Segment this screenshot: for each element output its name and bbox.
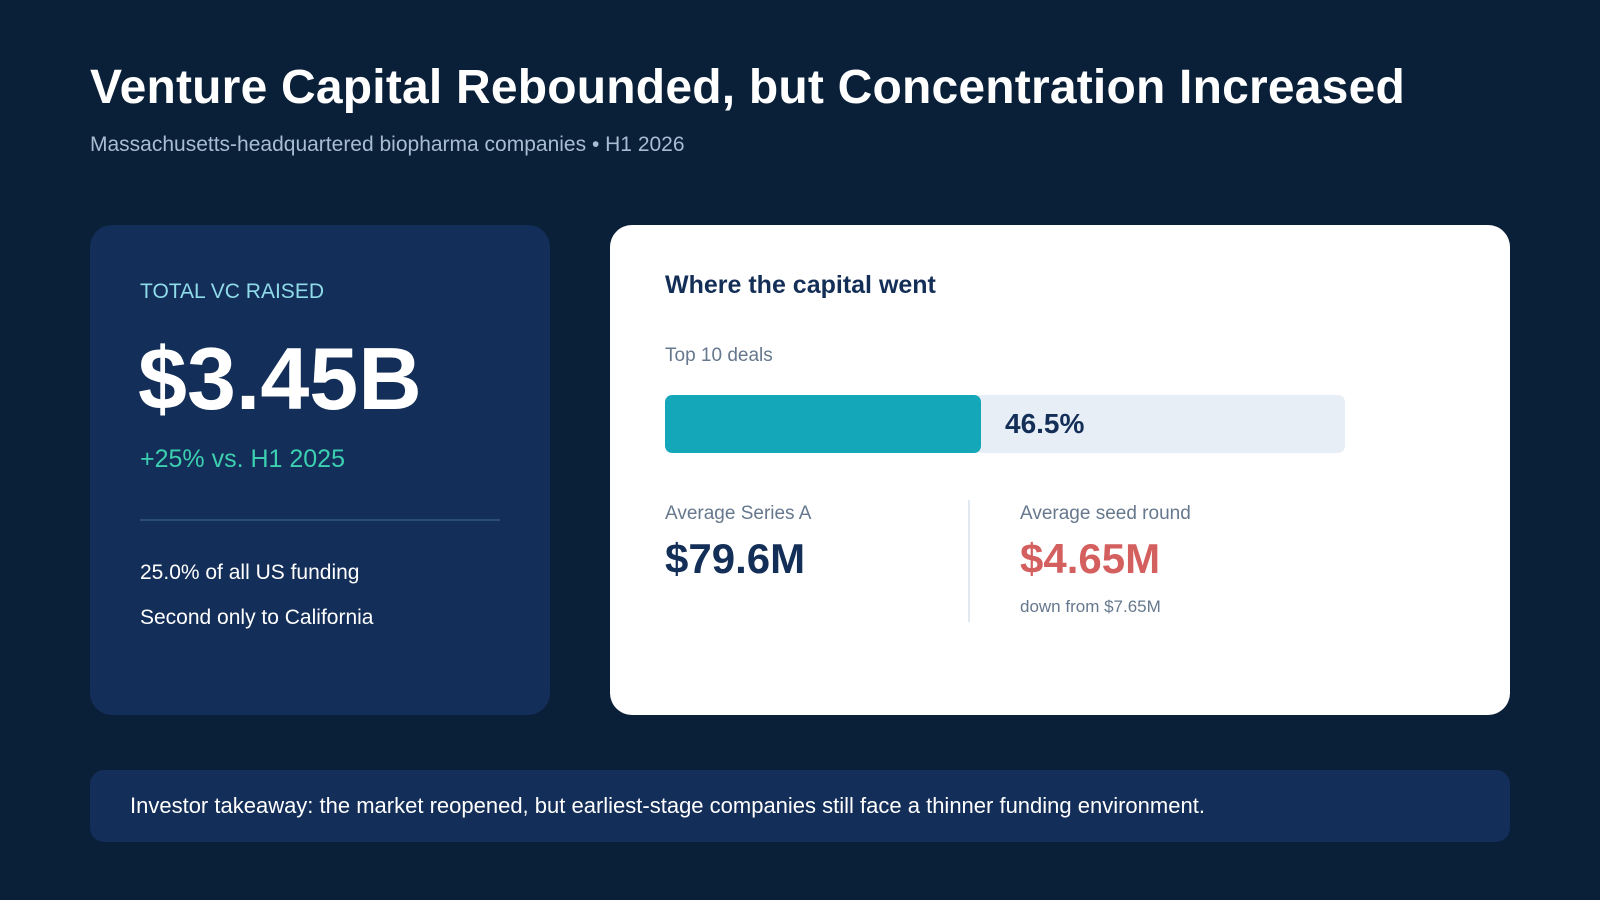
top-deals-bar-fill (665, 395, 981, 453)
capital-distribution-card: Where the capital went Top 10 deals 46.5… (610, 225, 1510, 715)
seed-round-previous: down from $7.65M (1020, 597, 1161, 616)
total-vc-label: TOTAL VC RAISED (140, 280, 324, 303)
us-share-note: 25.0% of all US funding (140, 561, 360, 584)
total-vc-card: TOTAL VC RAISED $3.45B +25% vs. H1 2025 … (90, 225, 550, 715)
rank-note: Second only to California (140, 606, 374, 629)
seed-round-label: Average seed round (1020, 503, 1191, 524)
investor-takeaway-text: Investor takeaway: the market reopened, … (130, 793, 1205, 818)
capital-card-heading: Where the capital went (665, 271, 936, 299)
stats-divider (968, 500, 970, 622)
seed-round-value: $4.65M (1020, 535, 1161, 582)
investor-takeaway-banner: Investor takeaway: the market reopened, … (90, 770, 1510, 842)
total-vc-value: $3.45B (138, 329, 422, 428)
top-deals-bar-value: 46.5% (1005, 408, 1085, 439)
series-a-value: $79.6M (665, 535, 806, 582)
card-divider (140, 519, 500, 521)
page-title: Venture Capital Rebounded, but Concentra… (90, 61, 1405, 114)
page-subtitle: Massachusetts-headquartered biopharma co… (90, 133, 685, 156)
total-vc-change: +25% vs. H1 2025 (140, 445, 345, 473)
series-a-label: Average Series A (665, 503, 812, 524)
top-deals-bar-track: 46.5% (665, 395, 1345, 453)
top-deals-label: Top 10 deals (665, 345, 773, 366)
